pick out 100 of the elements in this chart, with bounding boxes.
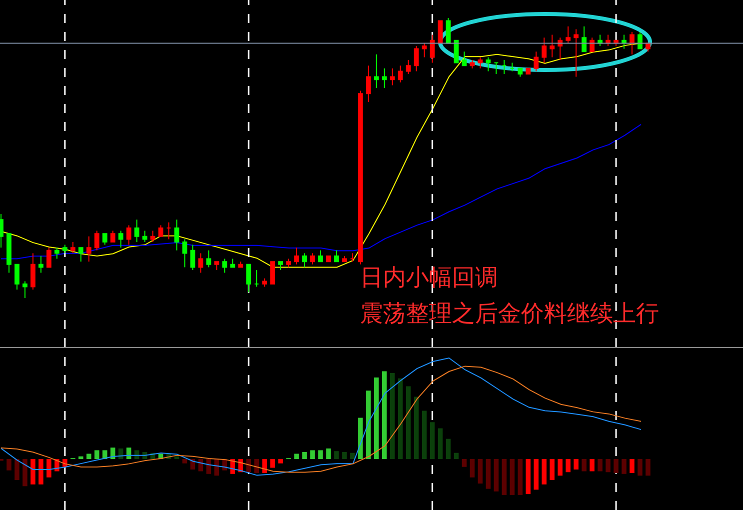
candlestick <box>390 68 395 86</box>
bar <box>350 452 355 459</box>
candlestick <box>214 261 220 270</box>
bar <box>638 459 642 476</box>
candlestick <box>78 247 84 262</box>
candlestick <box>198 252 204 274</box>
bar <box>374 377 379 459</box>
bar <box>86 454 92 459</box>
bar <box>598 459 602 472</box>
candlestick <box>510 62 515 72</box>
candlestick <box>398 65 403 83</box>
bar <box>646 459 650 476</box>
bar <box>22 459 28 486</box>
bar <box>558 459 563 476</box>
candlestick <box>566 26 571 44</box>
candlestick <box>462 51 467 66</box>
candlestick <box>262 278 268 288</box>
candlestick <box>454 40 459 64</box>
candlestick <box>134 219 140 242</box>
bar <box>422 410 427 459</box>
bar <box>342 452 347 459</box>
bar <box>310 450 315 459</box>
bar <box>518 459 523 495</box>
candlestick <box>302 252 307 268</box>
candlestick <box>6 233 12 274</box>
bar <box>270 459 275 468</box>
candlestick <box>350 252 355 262</box>
candlestick <box>494 62 499 74</box>
bar <box>46 459 52 478</box>
candlestick <box>102 233 108 246</box>
bar <box>462 459 467 467</box>
candlestick <box>310 252 315 265</box>
bar <box>262 459 267 474</box>
candlestick <box>334 250 339 262</box>
text: 震荡整理之后金价料继续上行 <box>360 301 659 327</box>
candlestick <box>86 236 92 262</box>
bar <box>358 418 363 459</box>
bar <box>294 454 299 459</box>
candlestick <box>38 256 44 274</box>
candlestick <box>94 230 100 251</box>
bar <box>94 450 100 459</box>
candlestick <box>342 256 347 262</box>
bar <box>334 451 339 459</box>
bar <box>486 459 491 489</box>
bar <box>478 459 483 484</box>
candlestick <box>230 258 236 268</box>
candlestick <box>446 18 451 44</box>
candlestick <box>110 230 116 242</box>
bar <box>470 459 475 478</box>
candlestick <box>638 32 642 50</box>
candlestick <box>478 56 483 69</box>
bar <box>30 459 36 484</box>
candlestick <box>46 247 52 268</box>
candlestick <box>14 264 20 290</box>
candlestick <box>502 60 507 74</box>
bar <box>502 459 507 495</box>
bar <box>398 378 403 459</box>
candlestick <box>358 90 363 265</box>
candlestick <box>414 46 419 72</box>
candlestick <box>190 244 196 270</box>
candlestick <box>294 247 299 265</box>
candlestick <box>166 222 172 240</box>
candlestick <box>278 261 284 270</box>
bar <box>622 459 626 474</box>
candlestick <box>182 238 188 268</box>
bar <box>606 459 610 472</box>
bar <box>526 459 531 494</box>
candlestick <box>238 261 244 268</box>
candlestick <box>270 261 276 284</box>
candlestick <box>486 56 491 72</box>
candlestick <box>222 258 228 274</box>
bar <box>574 459 579 470</box>
bar <box>542 459 547 484</box>
candlestick <box>326 256 331 262</box>
bar <box>302 452 307 459</box>
bar <box>414 396 419 459</box>
candlestick <box>174 219 180 251</box>
bar <box>406 386 411 459</box>
bar <box>78 456 84 459</box>
bar <box>534 459 539 490</box>
candlestick <box>118 230 124 248</box>
candlestick <box>574 28 579 78</box>
candlestick <box>158 224 164 237</box>
bar <box>494 459 499 492</box>
candlestick <box>406 60 411 74</box>
bar <box>590 459 594 472</box>
candlestick <box>366 65 371 102</box>
bar <box>382 371 387 459</box>
candlestick <box>142 230 148 242</box>
bar <box>510 459 515 495</box>
bar <box>174 456 180 459</box>
candlestick <box>54 247 60 260</box>
candlestick <box>318 250 323 262</box>
bar <box>38 459 44 484</box>
bar <box>318 450 323 459</box>
bar <box>278 459 283 464</box>
bar <box>326 448 331 459</box>
candlestick <box>550 34 555 58</box>
candlestick <box>542 37 547 64</box>
bar <box>254 459 259 474</box>
